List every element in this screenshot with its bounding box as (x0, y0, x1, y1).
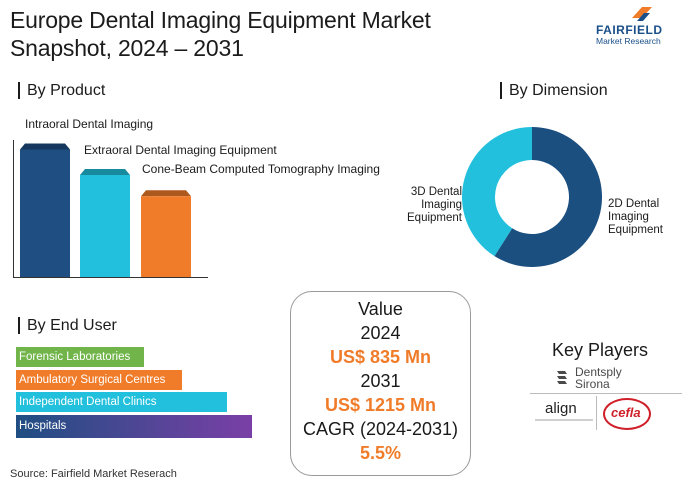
logo-subtitle: Market Research (596, 36, 661, 46)
value-2031: US$ 1215 Mn (324, 395, 437, 415)
product-x-axis (13, 277, 208, 278)
sirona-line: Sirona (575, 377, 610, 391)
product-bar-chart: Intraoral Dental Imaging Extraoral Dental… (20, 117, 380, 277)
align-tagline-mark (535, 419, 593, 421)
donut-label-3d-line3: Equipment (407, 212, 462, 224)
donut-label-3d-line1: 3D Dental (410, 186, 462, 198)
value-label: Value (358, 299, 403, 319)
cagr-value: 5.5% (359, 443, 402, 463)
donut-label-3d: 3D Dental Imaging Equipment (396, 186, 462, 225)
end-user-bar: Ambulatory Surgical Centres (16, 370, 182, 390)
cefla-logo: cefla (611, 405, 641, 420)
title-line-1: Europe Dental Imaging Equipment Market (10, 7, 431, 33)
product-bar-top (20, 143, 70, 150)
fairfield-logo-icon (632, 7, 652, 21)
year-2024-label: 2024 (360, 323, 401, 343)
logo-name: FAIRFIELD (596, 23, 663, 37)
product-bar-label: Intraoral Dental Imaging (25, 117, 153, 131)
donut-label-2d: 2D Dental Imaging Equipment (608, 198, 663, 237)
product-bar (141, 196, 191, 277)
by-dimension-heading: By Dimension (500, 82, 608, 99)
product-bar-top (141, 190, 191, 197)
product-bar (80, 175, 130, 277)
donut-label-2d-line1: 2D Dental (608, 198, 660, 210)
dentsply-sirona-icon (557, 371, 567, 384)
align-logo: align (545, 400, 577, 417)
key-players-heading: Key Players (551, 340, 649, 360)
end-user-bar: Independent Dental Clinics (16, 392, 227, 412)
cagr-label: CAGR (2024-2031) (302, 419, 459, 439)
donut-slice-2d (494, 127, 602, 267)
product-y-axis (13, 140, 14, 278)
donut-label-2d-line2: Imaging (608, 211, 649, 223)
players-divider-h (530, 393, 682, 394)
product-bar-label: Extraoral Dental Imaging Equipment (84, 143, 277, 157)
source-note: Source: Fairfield Market Reserach (10, 468, 177, 480)
value-2024: US$ 835 Mn (329, 347, 432, 367)
by-end-user-heading: By End User (18, 317, 117, 334)
dimension-donut-chart (462, 127, 602, 267)
dentsply-sirona-logo: Dentsply Sirona (554, 366, 622, 390)
page-title: Europe Dental Imaging Equipment Market S… (10, 6, 550, 62)
donut-slice-3d (462, 127, 532, 257)
dentsply-line: Dentsply (575, 365, 622, 379)
cefla-logo-ring (603, 398, 651, 430)
title-line-2: Snapshot, 2024 – 2031 (10, 35, 244, 61)
donut-label-3d-line2: Imaging (421, 199, 462, 211)
dentsply-sirona-text: Dentsply Sirona (575, 366, 622, 390)
end-user-bar: Hospitals (16, 415, 252, 438)
players-divider-v (596, 396, 597, 430)
product-bar (20, 149, 70, 277)
value-box: Value 2024 US$ 835 Mn 2031 US$ 1215 Mn C… (290, 291, 471, 476)
by-product-heading: By Product (18, 82, 105, 99)
end-user-bar: Forensic Laboratories (16, 347, 144, 367)
donut-label-2d-line3: Equipment (608, 224, 663, 236)
product-bar-top (80, 169, 130, 175)
product-bar-label: Cone-Beam Computed Tomography Imaging (142, 162, 380, 176)
year-2031-label: 2031 (360, 371, 401, 391)
